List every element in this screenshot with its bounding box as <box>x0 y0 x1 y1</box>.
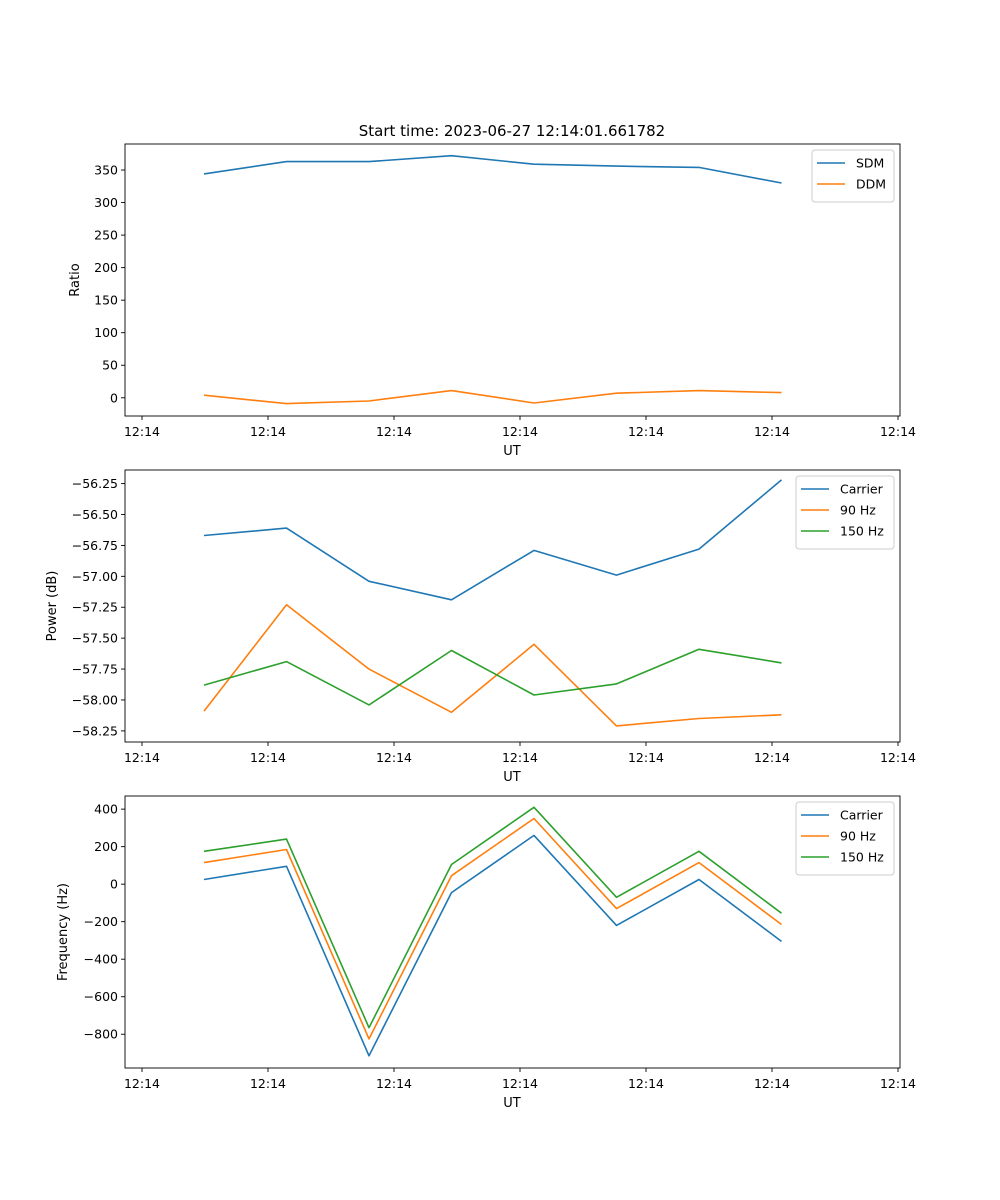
x-tick-label: 12:14 <box>628 1076 664 1091</box>
y-tick-label: −56.75 <box>72 538 118 553</box>
chart-panel-2: 12:1412:1412:1412:1412:1412:1412:1412:15… <box>45 469 916 785</box>
legend: SDM DDM <box>811 149 895 203</box>
x-tick-label: 12:14 <box>880 750 916 765</box>
x-tick-label: 12:14 <box>250 424 286 439</box>
axes-frame <box>124 143 901 417</box>
y-tick-label: −58.25 <box>72 723 118 738</box>
x-tick-label: 12:14 <box>124 750 160 765</box>
legend-label: 150 Hz <box>840 850 884 865</box>
y-tick-label: −56.25 <box>72 476 118 491</box>
y-axis-label: Frequency (Hz) <box>56 883 71 981</box>
series-line-150-hz <box>203 648 782 706</box>
y-tick-label: −57.00 <box>72 569 118 584</box>
y-tick-label: 50 <box>102 358 118 373</box>
x-tick-label: 12:14 <box>880 424 916 439</box>
x-tick-label: 12:14 <box>628 750 664 765</box>
y-axis-label: Ratio <box>68 263 83 296</box>
y-tick-label: 100 <box>94 325 118 340</box>
x-tick-label: 12:14 <box>376 424 412 439</box>
x-tick-label: 12:14 <box>880 1076 916 1091</box>
y-tick-label: 200 <box>94 839 118 854</box>
axes-frame <box>124 795 901 1069</box>
legend-label: DDM <box>856 177 886 192</box>
x-tick-label: 12:14 <box>754 750 790 765</box>
y-tick-label: −57.50 <box>72 631 118 646</box>
chart-title: Start time: 2023-06-27 12:14:01.661782 <box>359 122 665 140</box>
y-tick-label: 350 <box>94 163 118 178</box>
x-tick-label: 12:14 <box>754 1076 790 1091</box>
y-tick-label: 0 <box>110 390 118 405</box>
legend-label: 150 Hz <box>840 524 884 539</box>
y-tick-label: −400 <box>84 952 118 967</box>
x-tick-label: 12:14 <box>250 1076 286 1091</box>
y-tick-label: 400 <box>94 802 118 817</box>
x-tick-label: 12:14 <box>250 750 286 765</box>
x-tick-label: 12:14 <box>502 1076 538 1091</box>
x-tick-label: 12:14 <box>376 1076 412 1091</box>
series-line-150-hz <box>203 806 782 1029</box>
x-tick-label: 12:14 <box>754 424 790 439</box>
series-line-90-hz <box>203 817 782 1040</box>
y-axis-label: Power (dB) <box>45 571 60 642</box>
legend-label: Carrier <box>840 482 884 497</box>
series-line-90-hz <box>203 603 782 727</box>
x-tick-label: 12:14 <box>502 750 538 765</box>
x-tick-label: 12:14 <box>124 1076 160 1091</box>
y-tick-label: −800 <box>84 1027 118 1042</box>
chart-panel-1: 12:1412:1412:1412:1412:1412:1412:1412:15… <box>68 143 916 459</box>
y-tick-label: 200 <box>94 260 118 275</box>
chart-panel-3: 12:1412:1412:1412:1412:1412:1412:1412:15… <box>56 795 916 1111</box>
y-tick-label: 300 <box>94 195 118 210</box>
y-tick-label: −57.75 <box>72 662 118 677</box>
legend-label: SDM <box>856 156 884 171</box>
legend: Carrier 90 Hz 150 Hz <box>795 801 895 876</box>
y-tick-label: 150 <box>94 293 118 308</box>
x-tick-label: 12:14 <box>376 750 412 765</box>
y-tick-label: −56.50 <box>72 507 118 522</box>
y-tick-label: −200 <box>84 914 118 929</box>
series-line-ddm <box>203 389 782 405</box>
series-line-carrier <box>203 479 783 601</box>
x-tick-label: 12:14 <box>628 424 664 439</box>
x-axis-label: UT <box>503 1096 521 1111</box>
x-tick-label: 12:14 <box>124 424 160 439</box>
y-tick-label: −58.00 <box>72 692 118 707</box>
x-axis-label: UT <box>503 770 521 785</box>
legend-label: Carrier <box>840 808 884 823</box>
y-tick-label: 250 <box>94 228 118 243</box>
x-axis-label: UT <box>503 444 521 459</box>
x-tick-label: 12:14 <box>502 424 538 439</box>
axes-frame <box>124 469 901 743</box>
y-tick-label: −57.25 <box>72 600 118 615</box>
legend: Carrier 90 Hz 150 Hz <box>795 475 895 550</box>
y-tick-label: −600 <box>84 989 118 1004</box>
y-tick-label: 0 <box>110 877 118 892</box>
series-line-sdm <box>203 154 782 184</box>
series-line-carrier <box>203 834 782 1057</box>
legend-label: 90 Hz <box>840 829 876 844</box>
legend-label: 90 Hz <box>840 503 876 518</box>
